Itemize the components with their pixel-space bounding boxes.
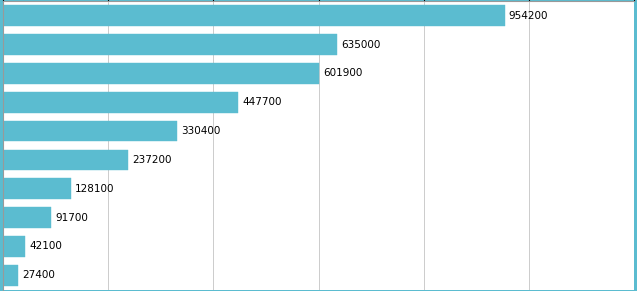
Bar — [3, 150, 128, 170]
Text: 42100: 42100 — [29, 241, 62, 251]
Bar — [3, 63, 320, 84]
Bar — [3, 236, 25, 257]
Text: 27400: 27400 — [22, 270, 55, 280]
Bar — [3, 178, 71, 199]
Text: 447700: 447700 — [243, 97, 282, 107]
Bar — [3, 207, 52, 228]
Text: 601900: 601900 — [324, 68, 363, 79]
Bar — [3, 34, 337, 55]
Text: 635000: 635000 — [341, 40, 380, 50]
Bar — [3, 92, 238, 113]
Text: 91700: 91700 — [55, 212, 89, 223]
Text: 237200: 237200 — [132, 155, 171, 165]
Bar — [3, 265, 18, 285]
Bar — [3, 121, 177, 141]
Bar — [3, 6, 505, 26]
Text: 128100: 128100 — [75, 184, 114, 194]
Text: 954200: 954200 — [509, 11, 548, 21]
Text: 330400: 330400 — [181, 126, 220, 136]
